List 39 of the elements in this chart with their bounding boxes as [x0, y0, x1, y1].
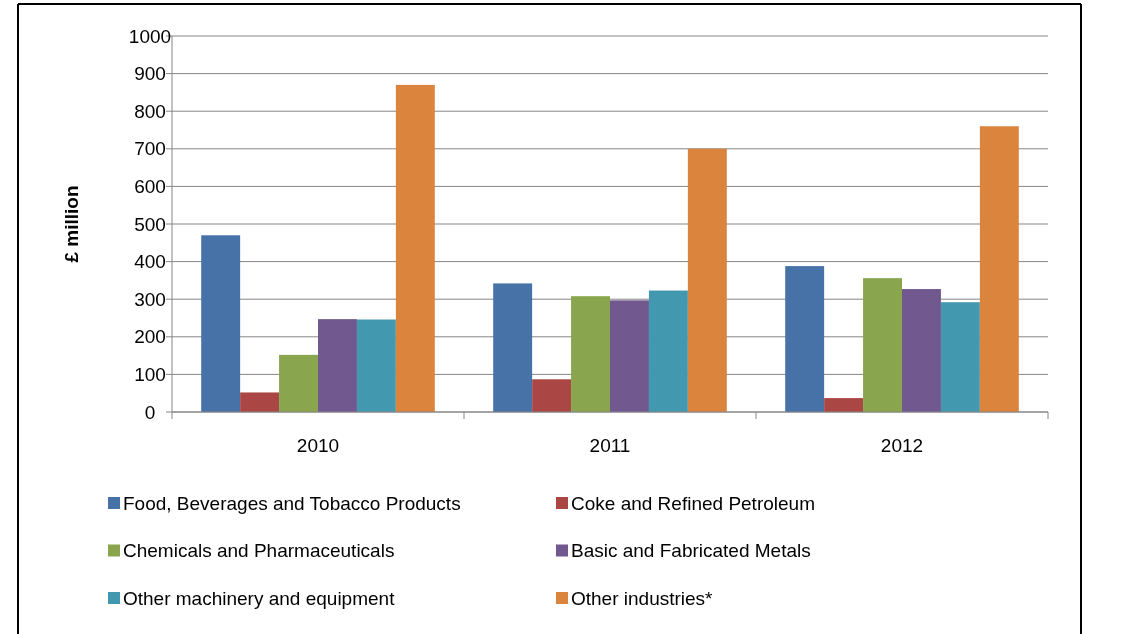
bar	[863, 278, 902, 412]
y-tick-label: 300	[134, 288, 166, 310]
y-tick-label: 100	[134, 364, 166, 386]
legend-label: Coke and Refined Petroleum	[571, 492, 815, 514]
bar	[532, 379, 572, 412]
bar	[902, 289, 941, 412]
bar	[979, 126, 1019, 412]
x-tick-label: 2011	[589, 435, 631, 456]
bar	[201, 235, 241, 412]
legend-label: Other industries*	[571, 587, 714, 609]
y-tick-label: 200	[134, 326, 166, 348]
x-tick-label: 2010	[296, 435, 340, 456]
bar	[395, 84, 435, 412]
bar	[824, 398, 864, 412]
bar	[279, 354, 318, 412]
y-tick-label: 1000	[128, 25, 172, 47]
y-axis-title: £ million	[61, 185, 82, 263]
y-tick-label: 700	[134, 138, 166, 160]
bar	[940, 302, 980, 412]
bar	[571, 296, 610, 412]
y-tick-label: 500	[134, 213, 166, 235]
bar	[493, 283, 533, 412]
bar	[356, 319, 396, 412]
bar	[318, 319, 357, 412]
x-tick-label: 2012	[880, 435, 924, 456]
y-tick-label: 900	[134, 63, 166, 85]
bar	[785, 266, 825, 412]
y-tick-label: 0	[144, 401, 156, 423]
y-tick-label: 600	[134, 176, 166, 198]
bar	[240, 392, 280, 412]
legend-label: Other machinery and equipment	[123, 587, 396, 609]
legend-label: Food, Beverages and Tobacco Products	[123, 492, 461, 514]
bar	[610, 300, 649, 412]
y-tick-label: 400	[134, 251, 166, 273]
bar	[648, 290, 688, 412]
legend-label: Basic and Fabricated Metals	[571, 540, 811, 562]
bar	[687, 148, 727, 412]
y-tick-label: 800	[134, 100, 166, 122]
legend-label: Chemicals and Pharmaceuticals	[123, 540, 395, 562]
